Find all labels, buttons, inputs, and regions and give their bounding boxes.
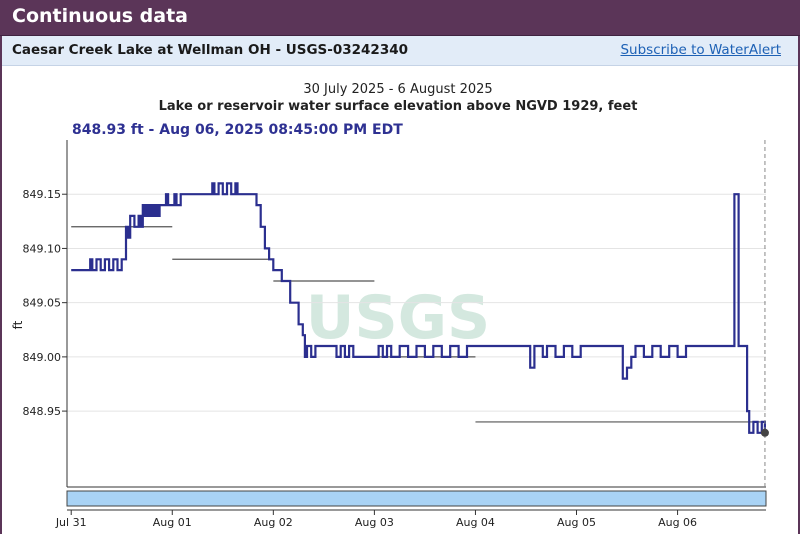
- x-tick-label: Aug 05: [557, 516, 596, 529]
- y-tick-label: 849.15: [23, 188, 62, 201]
- site-bar: Caesar Creek Lake at Wellman OH - USGS-0…: [2, 36, 798, 66]
- x-tick-label: Aug 04: [456, 516, 495, 529]
- usgs-watermark: USGS: [306, 283, 490, 353]
- subscribe-link[interactable]: Subscribe to WaterAlert: [620, 42, 781, 58]
- y-tick-label: 849.10: [23, 242, 62, 255]
- x-tick-label: Aug 02: [254, 516, 293, 529]
- site-name: Caesar Creek Lake at Wellman OH - USGS-0…: [12, 42, 409, 58]
- y-tick-label: 848.95: [23, 405, 62, 418]
- x-tick-label: Aug 01: [153, 516, 192, 529]
- axis-layer: 848.95 849.00 849.05 849.10 849.15 Jul 31 Aug …: [23, 140, 766, 529]
- y-tick-label: 849.05: [23, 297, 62, 310]
- cursor-readout: 848.93 ft - Aug 06, 2025 08:45:00 PM EDT: [72, 122, 403, 138]
- page-title: Continuous data: [12, 5, 189, 27]
- y-tick-label: 849.00: [23, 351, 62, 364]
- overlay-layer: [66, 140, 769, 507]
- page-header: Continuous data: [0, 0, 800, 36]
- x-tick-label: Aug 03: [355, 516, 394, 529]
- chart-title: 30 July 2025 - 6 August 2025: [303, 82, 492, 97]
- y-axis-label: ft: [11, 320, 25, 329]
- content-frame: [0, 36, 800, 534]
- brush-range-bar: [66, 490, 767, 507]
- series-layer: [71, 182, 766, 434]
- x-tick-label: Aug 06: [658, 516, 697, 529]
- cursor-point: [760, 428, 769, 437]
- chart-subtitle: Lake or reservoir water surface elevatio…: [159, 99, 638, 114]
- series-line: [71, 182, 766, 434]
- x-tick-label: Jul 31: [55, 516, 87, 529]
